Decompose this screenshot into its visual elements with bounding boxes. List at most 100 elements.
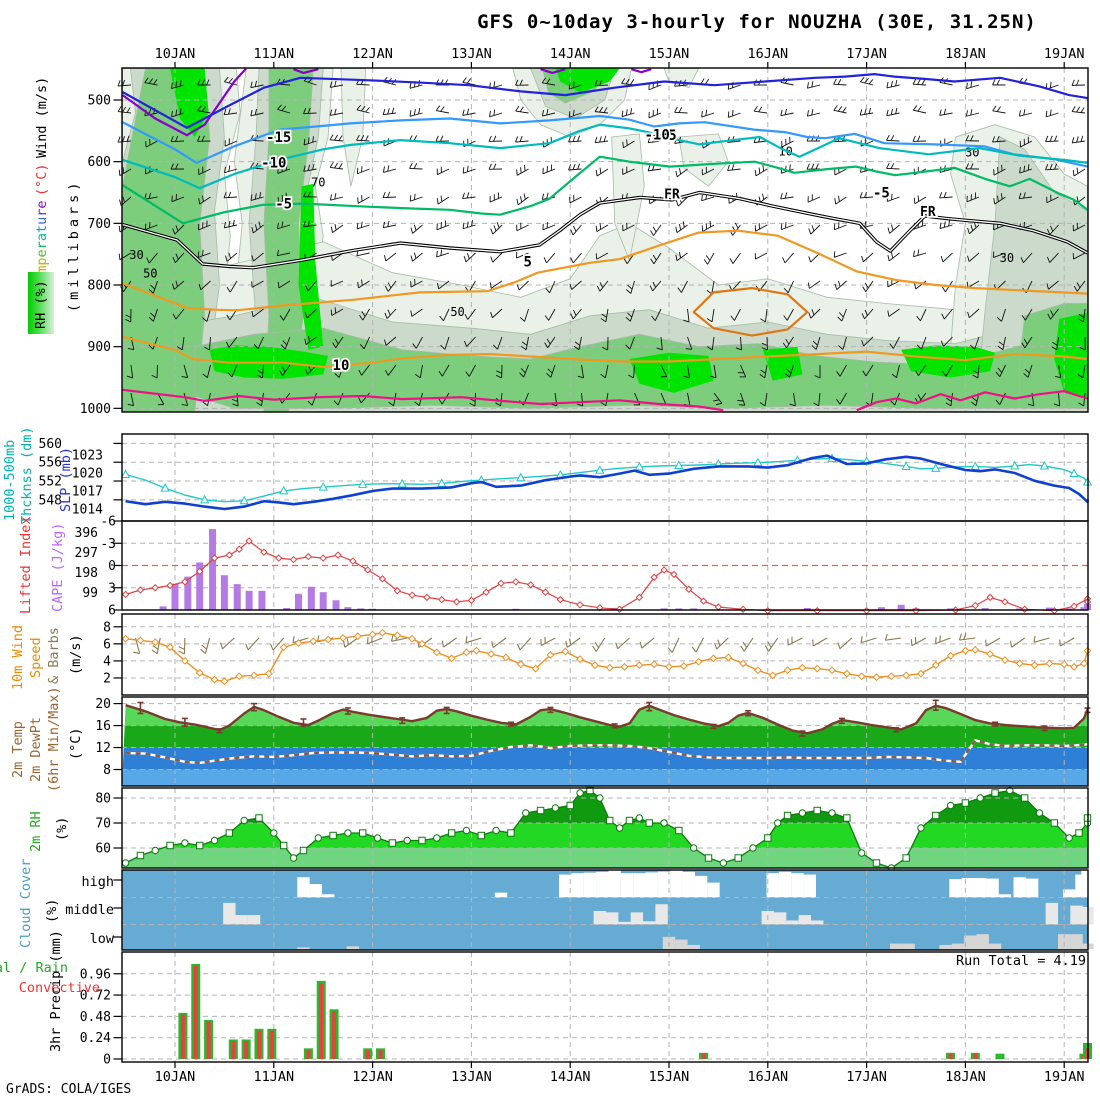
tick-label: 0.72 xyxy=(80,989,111,1004)
millibars-axis-label: (millibars) xyxy=(66,179,82,312)
date-label-bottom: 12JAN xyxy=(352,1069,393,1085)
contour-label: FR xyxy=(664,188,680,203)
date-label-bottom: 11JAN xyxy=(253,1069,294,1085)
tick-label: 16 xyxy=(95,719,111,734)
date-label-top: 11JAN xyxy=(253,46,294,62)
tick-label: 0 xyxy=(103,1053,111,1068)
rh-legend-swatch xyxy=(28,272,54,334)
tick-label: 0 xyxy=(108,559,116,574)
precip-convective-legend: Convective xyxy=(19,980,100,996)
tick-label: 0.48 xyxy=(80,1010,111,1025)
slp-axis-label: SLP (mb) xyxy=(58,447,74,512)
rh-contour-label: 50 xyxy=(143,267,157,281)
tick-label: 900 xyxy=(88,340,111,355)
run-total-text: Run Total = 4.19 xyxy=(956,953,1086,969)
date-label-bottom: 10JAN xyxy=(155,1069,196,1085)
tick-label: 3 xyxy=(108,581,116,596)
upper-temp-unit-label: (°C) xyxy=(34,163,50,196)
t2m-axis-label-2: 2m DewPt xyxy=(28,717,44,782)
cloud-axis-label: Cloud Cover xyxy=(18,859,34,948)
precip-total-legend: Total / Rain xyxy=(0,960,68,976)
cape-axis-label: CAPE (J/kg) xyxy=(50,523,66,612)
tick-label: 1014 xyxy=(72,503,103,518)
tick-label: 556 xyxy=(39,456,62,471)
tick-label: 99 xyxy=(82,586,98,601)
t2m-unit-label: (°C) xyxy=(68,727,84,760)
date-label-bottom: 15JAN xyxy=(649,1069,690,1085)
tick-label: 600 xyxy=(88,155,111,170)
tick-label: 2 xyxy=(103,671,111,686)
contour-label: 10 xyxy=(333,358,350,374)
contour-label: -15 xyxy=(266,130,291,146)
li-cape-panel: -6 -3 0 3 6 396 297 198 99 xyxy=(75,515,1092,619)
date-label-top: 12JAN xyxy=(352,46,393,62)
tick-label: 6 xyxy=(103,637,111,652)
tick-label: 700 xyxy=(88,217,111,232)
date-label-bottom: 17JAN xyxy=(846,1069,887,1085)
thickness-axis-label-1: 1000-500mb xyxy=(2,440,18,521)
slp-thickness-panel: 560 556 552 548 1023 1020 1017 1014 xyxy=(39,433,1093,522)
wind10-axis-label-2: Speed xyxy=(28,637,44,678)
cloud-panel xyxy=(113,869,1094,951)
date-label-top: 13JAN xyxy=(451,46,492,62)
date-label-top: 14JAN xyxy=(550,46,591,62)
tick-label: -6 xyxy=(100,515,116,530)
wind10-panel: 8 6 4 2 xyxy=(103,613,1092,696)
t2m-axis-label-1: 2m Temp xyxy=(10,721,26,778)
date-label-top: 15JAN xyxy=(649,46,690,62)
tick-label: 1017 xyxy=(72,485,103,500)
rh-legend-label: RH (%) xyxy=(33,280,49,329)
tick-label: 8 xyxy=(103,620,111,635)
rh2m-unit-label: (%) xyxy=(54,817,70,841)
rh2m-panel: 80 70 60 xyxy=(95,786,1092,872)
date-label-bottom: 16JAN xyxy=(747,1069,788,1085)
tick-label: 1000 xyxy=(80,402,111,417)
date-label-top: 19JAN xyxy=(1044,46,1085,62)
tick-label: 60 xyxy=(95,842,111,857)
thickness-axis-label-2: Thcknss (dm) xyxy=(19,426,35,524)
tick-label: 552 xyxy=(39,475,62,490)
tick-label: 500 xyxy=(88,94,111,109)
tick-label: 4 xyxy=(103,654,111,669)
t2m-axis-label-3: (6hr Min/Max) xyxy=(46,686,62,792)
tick-label: 80 xyxy=(95,792,111,807)
date-label-top: 10JAN xyxy=(155,46,196,62)
contour-label: -5 xyxy=(873,186,890,202)
tick-label: 548 xyxy=(39,493,62,508)
rh2m-axis-label: 2m RH xyxy=(28,811,44,852)
wind10-axis-label-1: 10m Wind xyxy=(10,625,26,690)
contour-label: 5 xyxy=(523,255,531,271)
lifted-index-axis-label: Lifted Index xyxy=(18,516,34,614)
cloud-row-label-middle: middle xyxy=(65,902,114,918)
wind10-axis-label-3: & Barbs xyxy=(46,627,62,684)
tick-label: 0.24 xyxy=(80,1031,111,1046)
upper-wind-axis-label: Wind (m/s) xyxy=(34,77,50,158)
contour-label: -10 xyxy=(261,155,286,171)
wind10-unit-label: (m/s) xyxy=(68,634,84,675)
rh-contour-label: 30 xyxy=(129,248,143,262)
tick-label: -3 xyxy=(100,537,116,552)
tick-label: 198 xyxy=(75,566,98,581)
cloud-row-label-high: high xyxy=(81,874,114,890)
tick-label: 560 xyxy=(39,437,62,452)
cloud-unit-label: (%) xyxy=(44,899,60,923)
tick-label: 6 xyxy=(108,604,116,619)
date-label-top: 16JAN xyxy=(747,46,788,62)
date-label-bottom: 14JAN xyxy=(550,1069,591,1085)
tick-label: 396 xyxy=(75,526,98,541)
tick-label: 0.96 xyxy=(80,967,111,982)
contour-label: -5 xyxy=(275,197,292,213)
tick-label: 800 xyxy=(88,279,111,294)
contour-label: -15 xyxy=(651,128,676,144)
date-label-bottom: 18JAN xyxy=(945,1069,986,1085)
tick-label: 1020 xyxy=(72,467,103,482)
chart-title: GFS 0~10day 3-hourly for NOUZHA (30E, 31… xyxy=(477,11,1037,33)
tick-label: 297 xyxy=(75,546,98,561)
precip-panel: 0.96 0.72 0.48 0.24 0 xyxy=(80,951,1092,1068)
tick-label: 8 xyxy=(103,763,111,778)
date-label-top: 17JAN xyxy=(846,46,887,62)
